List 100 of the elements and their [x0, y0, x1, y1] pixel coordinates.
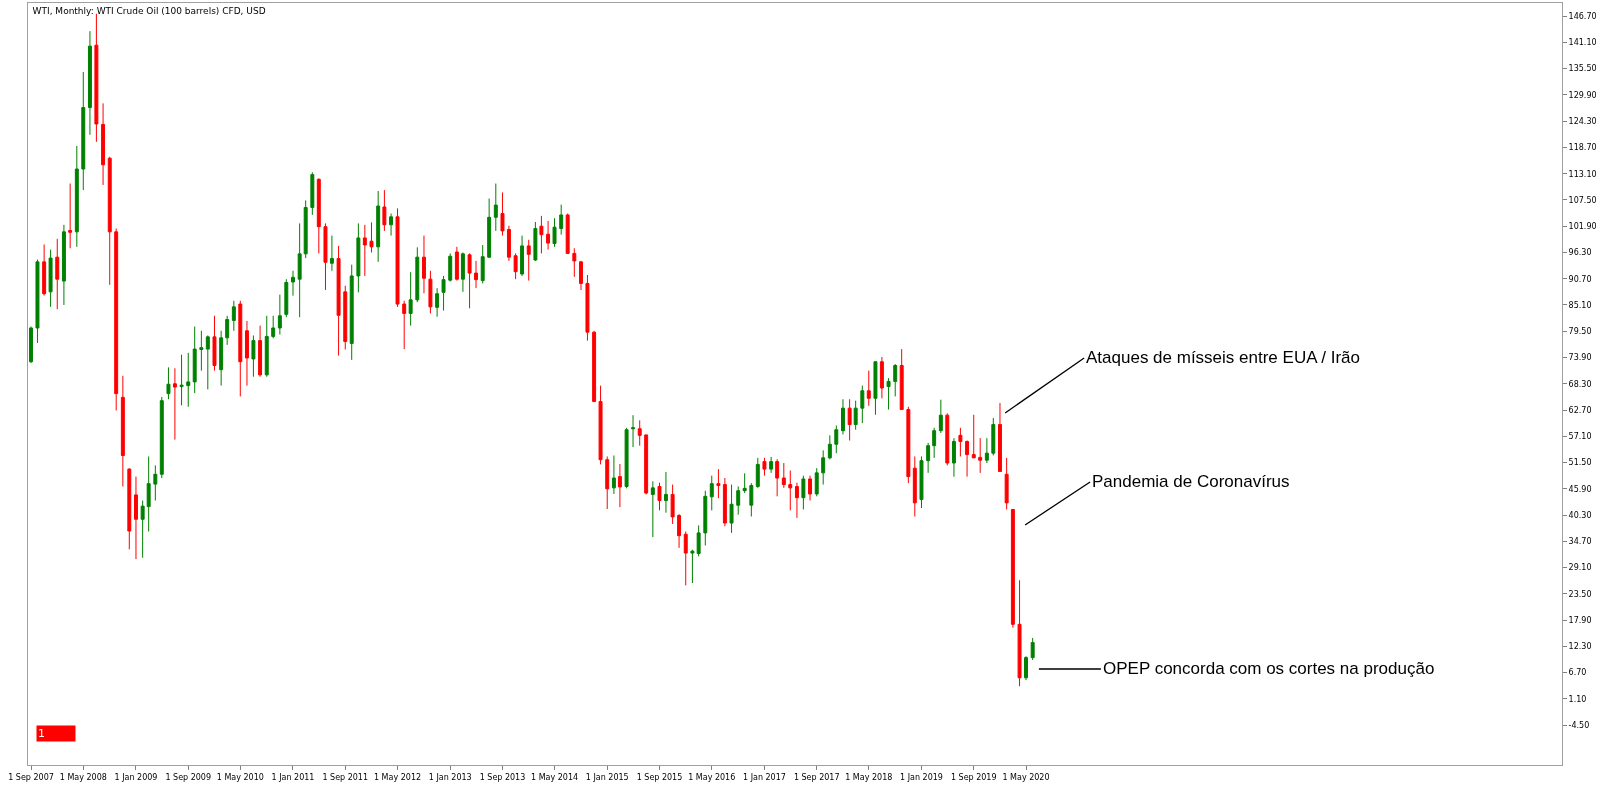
candlestick [291, 270, 295, 297]
candlestick [199, 330, 204, 372]
x-tick-label: 1 Sep 2017 [793, 772, 840, 782]
candlestick [310, 171, 315, 216]
x-tick-label: 1 May 2016 [688, 772, 736, 782]
candlestick [971, 414, 976, 459]
candlestick [866, 370, 871, 407]
candlestick [657, 482, 662, 511]
candlestick [29, 326, 33, 364]
candlestick [35, 259, 40, 344]
candlestick [873, 361, 878, 416]
candlestick [984, 437, 989, 464]
candlestick [951, 437, 956, 478]
candlestick [526, 239, 531, 282]
candlestick [74, 145, 79, 248]
candlestick [159, 396, 164, 479]
y-tick-label: 17.90 [1568, 615, 1592, 625]
candlestick [61, 224, 66, 306]
candlestick [827, 434, 832, 460]
candlestick [244, 320, 249, 387]
x-tick-label: 1 May 2020 [1002, 772, 1050, 782]
candlestick [186, 352, 191, 408]
candlestick [271, 315, 276, 339]
candlestick [775, 458, 780, 497]
candlestick [631, 414, 636, 448]
candlestick [879, 356, 884, 399]
candlestick [912, 455, 917, 517]
candlestick [506, 225, 511, 262]
x-tick-label: 1 Jan 2019 [900, 772, 943, 782]
y-tick-label: 57.10 [1568, 432, 1592, 442]
candlestick [945, 412, 950, 466]
candlestick [179, 354, 184, 406]
x-tick-label: 1 Sep 2007 [8, 772, 54, 782]
candlestick [788, 470, 793, 511]
candlestick [853, 400, 858, 431]
candlestick [212, 315, 217, 372]
x-tick-label: 1 Sep 2015 [636, 772, 683, 782]
y-tick-label: 62.70 [1568, 405, 1592, 415]
candlestick [231, 300, 236, 332]
candlestick [316, 177, 321, 254]
candlestick [991, 417, 996, 457]
candlestick [323, 222, 328, 291]
y-tick-label: 1.10 [1568, 694, 1587, 704]
candlestick [297, 222, 302, 318]
annotation: 1 [38, 727, 45, 740]
y-tick-label: 129.90 [1568, 90, 1597, 100]
y-tick-label: 118.70 [1568, 143, 1597, 153]
candlestick [107, 156, 112, 286]
candlestick [663, 471, 668, 514]
candlestick [1017, 579, 1022, 687]
candlestick [690, 549, 695, 584]
x-tick-label: 1 May 2012 [373, 772, 422, 782]
x-tick-label: 1 Jan 2015 [585, 772, 629, 782]
y-tick-label: 79.50 [1568, 327, 1592, 337]
y-tick-label: 68.30 [1568, 379, 1592, 389]
candlestick [146, 455, 151, 532]
candlestick [762, 457, 767, 477]
candlestick [598, 385, 603, 465]
candlestick [329, 235, 334, 272]
candlestick [559, 204, 564, 236]
chart-title: WTI, Monthly: WTI Crude Oil (100 barrels) CFD, USD [32, 6, 266, 17]
candlestick [617, 463, 622, 508]
candlestick [513, 252, 518, 280]
candlestick [637, 419, 642, 447]
candlestick [742, 472, 747, 494]
y-tick-label: 85.10 [1568, 300, 1592, 310]
candlestick [847, 398, 852, 442]
x-tick-label: 1 Sep 2013 [479, 772, 526, 782]
candlestick [81, 71, 86, 191]
candlestick [376, 190, 381, 263]
candlestick [520, 235, 525, 277]
candlestick [932, 427, 937, 459]
candlestick [722, 477, 727, 527]
candlestick [205, 334, 210, 390]
x-tick-label: 1 Jan 2013 [428, 772, 472, 782]
candlestick [1024, 655, 1028, 681]
candlestick [1030, 637, 1035, 661]
candlestick [238, 300, 243, 397]
candlestick [94, 13, 99, 143]
candlestick [408, 271, 413, 327]
candlestick [362, 224, 367, 277]
candlestick [821, 449, 826, 486]
candlestick [585, 274, 590, 342]
candlestick [369, 221, 374, 253]
candlestick [546, 220, 551, 251]
candlestick [670, 484, 675, 525]
candlestick [277, 294, 282, 336]
candlestick [840, 398, 845, 435]
x-tick-label: 1 Sep 2019 [950, 772, 997, 782]
candlestick [493, 183, 498, 232]
candlestick [533, 221, 538, 262]
candlestick [709, 475, 714, 511]
candlestick [428, 270, 433, 314]
candlestick [395, 207, 400, 308]
candlestick [978, 437, 983, 474]
candlestick [650, 480, 655, 538]
y-tick-label: 6.70 [1568, 668, 1587, 678]
candlestick [860, 385, 865, 424]
candlestick [677, 513, 682, 549]
x-tick-label: 1 Jan 2017 [743, 772, 786, 782]
